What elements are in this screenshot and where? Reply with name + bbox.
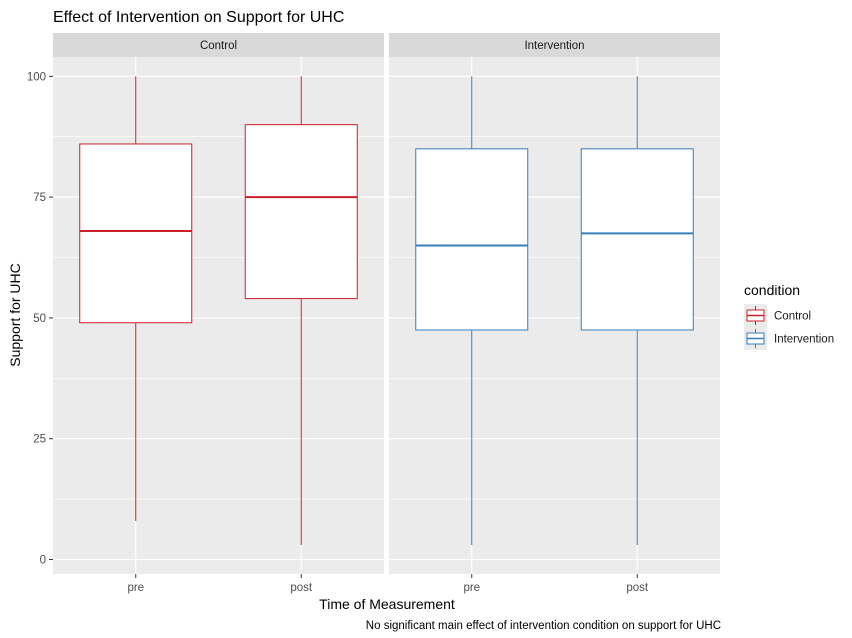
y-tick-label: 75: [33, 192, 46, 204]
x-tick-label: post: [626, 582, 649, 594]
y-tick-label: 50: [33, 313, 46, 325]
box-iqr: [580, 148, 694, 331]
legend: condition Control Intervention: [744, 282, 834, 350]
facet-strip: [389, 33, 720, 57]
box-pre: [415, 76, 529, 546]
y-tick-label: 0: [40, 555, 46, 567]
chart-caption: No significant main effect of interventi…: [366, 620, 721, 632]
legend-title: condition: [744, 282, 800, 298]
chart-title: Effect of Intervention on Support for UH…: [53, 9, 344, 26]
x-tick-label: pre: [127, 582, 144, 594]
x-axis-title: Time of Measurement: [319, 596, 455, 612]
x-tick-label: post: [290, 582, 313, 594]
box-iqr: [244, 124, 358, 300]
facet-strip: [53, 33, 384, 57]
y-tick-label: 100: [27, 71, 46, 83]
legend-entry: Control: [744, 304, 811, 327]
y-tick-label: 25: [33, 434, 46, 446]
x-axis: pre post pre post: [127, 574, 649, 594]
facet-panel: Intervention: [389, 33, 720, 574]
box-iqr: [415, 148, 529, 331]
facet-strip-label: Intervention: [524, 40, 584, 52]
y-axis-title: Support for UHC: [7, 263, 23, 366]
legend-label: Control: [774, 311, 811, 323]
legend-entry: Intervention: [744, 327, 834, 350]
y-axis: 0 25 50 75 100: [27, 71, 53, 567]
facet-strip-label: Control: [200, 40, 237, 52]
facet-panels: Control Intervention: [53, 33, 720, 574]
facet-panel: Control: [53, 33, 384, 574]
box-post: [580, 76, 694, 546]
box-pre: [79, 76, 193, 521]
x-tick-label: pre: [463, 582, 480, 594]
box-iqr: [79, 143, 193, 324]
box-post: [244, 76, 358, 546]
legend-label: Intervention: [774, 334, 834, 346]
